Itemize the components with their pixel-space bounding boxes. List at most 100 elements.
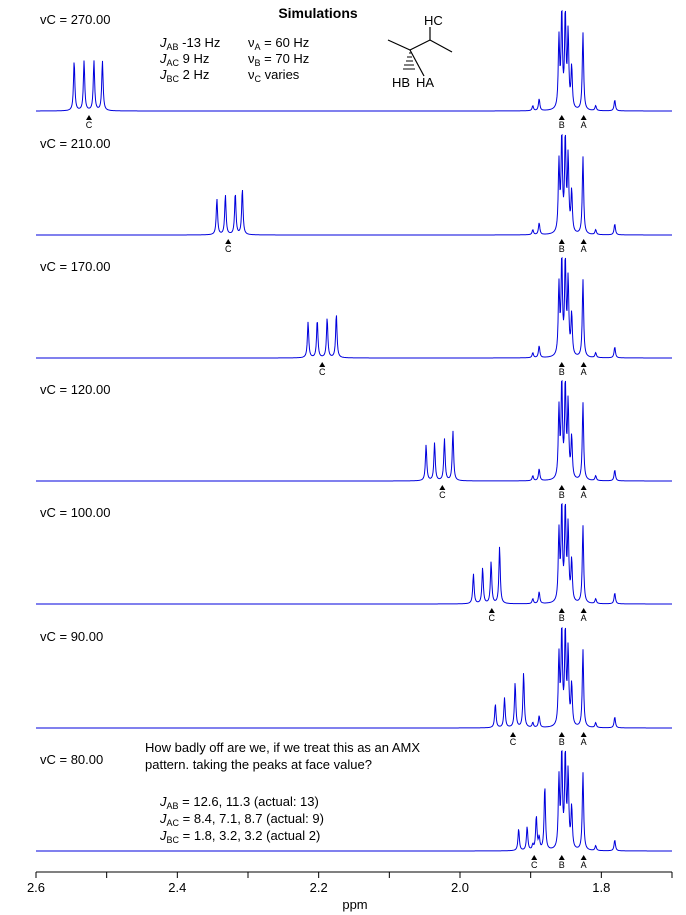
spectrum-line xyxy=(36,626,673,729)
marker-c: C xyxy=(531,855,538,870)
marker-c-label: C xyxy=(319,367,326,377)
marker-a-arrow xyxy=(580,115,587,120)
spectrum-panel: vC = 210.00 C B A xyxy=(36,133,672,254)
marker-b-arrow xyxy=(558,855,565,860)
marker-a-arrow xyxy=(580,732,587,737)
x-tick-label: 1.8 xyxy=(592,880,610,895)
molecule-label-hb: HB xyxy=(392,75,410,90)
marker-c: C xyxy=(510,732,517,747)
annotation-line-1: How badly off are we, if we treat this a… xyxy=(145,740,420,755)
annotation-jac: JAC = 8.4, 7.1, 8.7 (actual: 9) xyxy=(159,811,324,828)
annotation-jbc: JBC = 1.8, 3.2, 3.2 (actual 2) xyxy=(159,828,320,845)
annotation-line-2: pattern. taking the peaks at face value? xyxy=(145,757,372,772)
marker-c-arrow xyxy=(86,115,92,120)
molecule-structure: HC HB HA xyxy=(387,13,453,90)
panel-label: vC = 90.00 xyxy=(40,629,103,644)
panel-label: vC = 120.00 xyxy=(40,382,110,397)
marker-a: A xyxy=(581,608,587,623)
marker-a-label: A xyxy=(581,490,587,500)
param-jac: JAC 9 Hz xyxy=(159,51,209,68)
marker-b-label: B xyxy=(559,613,565,623)
marker-b-arrow xyxy=(558,485,565,490)
marker-b: B xyxy=(559,732,565,747)
spectrum-line xyxy=(36,379,672,482)
marker-b: B xyxy=(559,608,565,623)
marker-b-label: B xyxy=(559,120,565,130)
x-tick-label: 2.6 xyxy=(27,880,45,895)
marker-c-label: C xyxy=(86,120,93,130)
panel-label: vC = 270.00 xyxy=(40,12,110,27)
marker-b-label: B xyxy=(559,490,565,500)
coupling-parameters: JAB -13 Hz JAC 9 Hz JBC 2 Hz νA = 60 Hz … xyxy=(159,35,309,84)
marker-a: A xyxy=(581,855,587,870)
spectrum-panel: vC = 90.00 C B A xyxy=(36,626,673,747)
molecule-bond-ha xyxy=(409,49,425,77)
marker-a-label: A xyxy=(581,613,587,623)
marker-b: B xyxy=(559,115,565,130)
panel-label: vC = 80.00 xyxy=(40,752,103,767)
spectrum-panels: vC = 270.00 C B AvC = 210.00 C B AvC = 170.00 C… xyxy=(36,9,673,870)
marker-c-label: C xyxy=(225,244,232,254)
spectrum-panel: vC = 120.00 C B A xyxy=(36,379,672,500)
marker-b: B xyxy=(559,239,565,254)
spectrum-line xyxy=(36,256,672,359)
marker-b-arrow xyxy=(558,732,565,737)
marker-c-label: C xyxy=(489,613,496,623)
marker-a-label: A xyxy=(581,737,587,747)
marker-a-label: A xyxy=(581,244,587,254)
param-va: νA = 60 Hz xyxy=(248,35,309,52)
marker-b-arrow xyxy=(558,239,565,244)
marker-b: B xyxy=(559,855,565,870)
molecule-label-hc: HC xyxy=(424,13,443,28)
marker-a: A xyxy=(581,362,587,377)
param-vc: νC varies xyxy=(248,67,300,84)
marker-a: A xyxy=(581,485,587,500)
molecule-label-ha: HA xyxy=(416,75,434,90)
spectrum-panel: vC = 80.00 C B A xyxy=(36,750,672,870)
molecule-bonds xyxy=(387,39,453,53)
marker-b-label: B xyxy=(559,860,565,870)
x-tick-label: 2.2 xyxy=(310,880,328,895)
marker-c-arrow xyxy=(225,239,232,244)
marker-c-arrow xyxy=(510,732,516,737)
param-jbc: JBC 2 Hz xyxy=(159,67,209,84)
marker-a: A xyxy=(581,115,587,130)
spectrum-line xyxy=(36,750,672,852)
marker-a: A xyxy=(581,239,587,254)
annotation-jab: JAB = 12.6, 11.3 (actual: 13) xyxy=(159,794,319,811)
marker-a-arrow xyxy=(580,362,587,367)
marker-b-label: B xyxy=(559,244,565,254)
marker-a-label: A xyxy=(581,120,587,130)
marker-a-arrow xyxy=(580,608,587,613)
marker-a: A xyxy=(581,732,587,747)
param-jab: JAB -13 Hz xyxy=(159,35,220,52)
marker-a-arrow xyxy=(580,855,587,860)
marker-c-label: C xyxy=(510,737,517,747)
spectrum-line xyxy=(36,133,672,236)
marker-c: C xyxy=(439,485,446,500)
chart-title: Simulations xyxy=(278,5,358,21)
marker-b: B xyxy=(559,485,565,500)
marker-a-label: A xyxy=(581,860,587,870)
marker-c: C xyxy=(86,115,93,130)
x-axis: 2.6 2.4 2.2 2.0 1.8 xyxy=(27,871,673,895)
marker-c-label: C xyxy=(531,860,538,870)
panel-label: vC = 210.00 xyxy=(40,136,110,151)
panel-label: vC = 170.00 xyxy=(40,259,110,274)
spectrum-panel: vC = 170.00 C B A xyxy=(36,256,672,377)
marker-b-arrow xyxy=(558,608,565,613)
marker-a-label: A xyxy=(581,367,587,377)
x-tick-label: 2.4 xyxy=(168,880,186,895)
marker-c-arrow xyxy=(319,362,326,367)
spectrum-panel: vC = 100.00 C B A xyxy=(36,502,672,623)
spectrum-panel: vC = 270.00 C B A xyxy=(36,9,672,130)
x-tick-label: 2.0 xyxy=(451,880,469,895)
marker-b-arrow xyxy=(558,115,565,120)
marker-c-arrow xyxy=(439,485,446,490)
x-axis-label: ppm xyxy=(342,897,367,912)
marker-b-label: B xyxy=(559,737,565,747)
marker-c: C xyxy=(319,362,326,377)
param-vb: νB = 70 Hz xyxy=(248,51,309,68)
molecule-hashed-bond xyxy=(403,52,415,70)
